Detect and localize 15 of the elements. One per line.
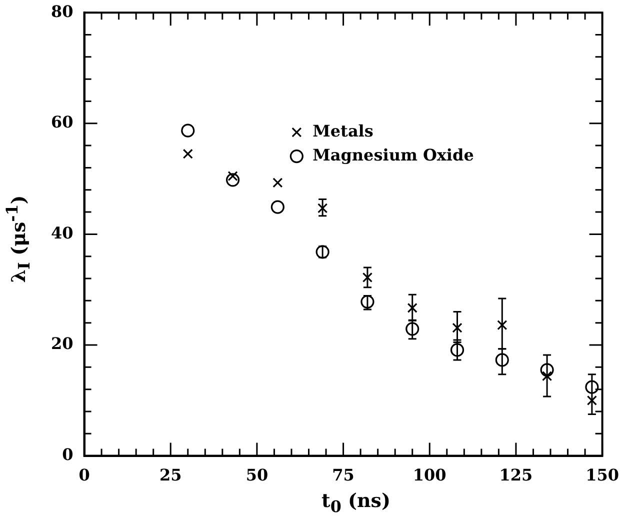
y-tick-label: 40: [51, 223, 74, 242]
x-tick-label: 25: [159, 466, 182, 485]
x-axis-title: t$_{0}$ (ns): [320, 490, 392, 516]
x-tick-label: 50: [246, 466, 268, 485]
legend-label: Metals: [312, 121, 374, 140]
x-tick-label: 75: [332, 466, 354, 485]
legend-label: Magnesium Oxide: [312, 145, 474, 164]
y-tick-label: 0: [62, 444, 74, 464]
y-tick-label: 60: [51, 112, 74, 132]
x-tick-label: 100: [412, 466, 446, 485]
y-tick-label: 80: [51, 2, 74, 21]
x-tick-label: 125: [499, 466, 533, 485]
x-tick-label: 0: [78, 466, 90, 485]
y-tick-label: 20: [51, 334, 74, 354]
x-tick-label: 150: [586, 466, 620, 485]
